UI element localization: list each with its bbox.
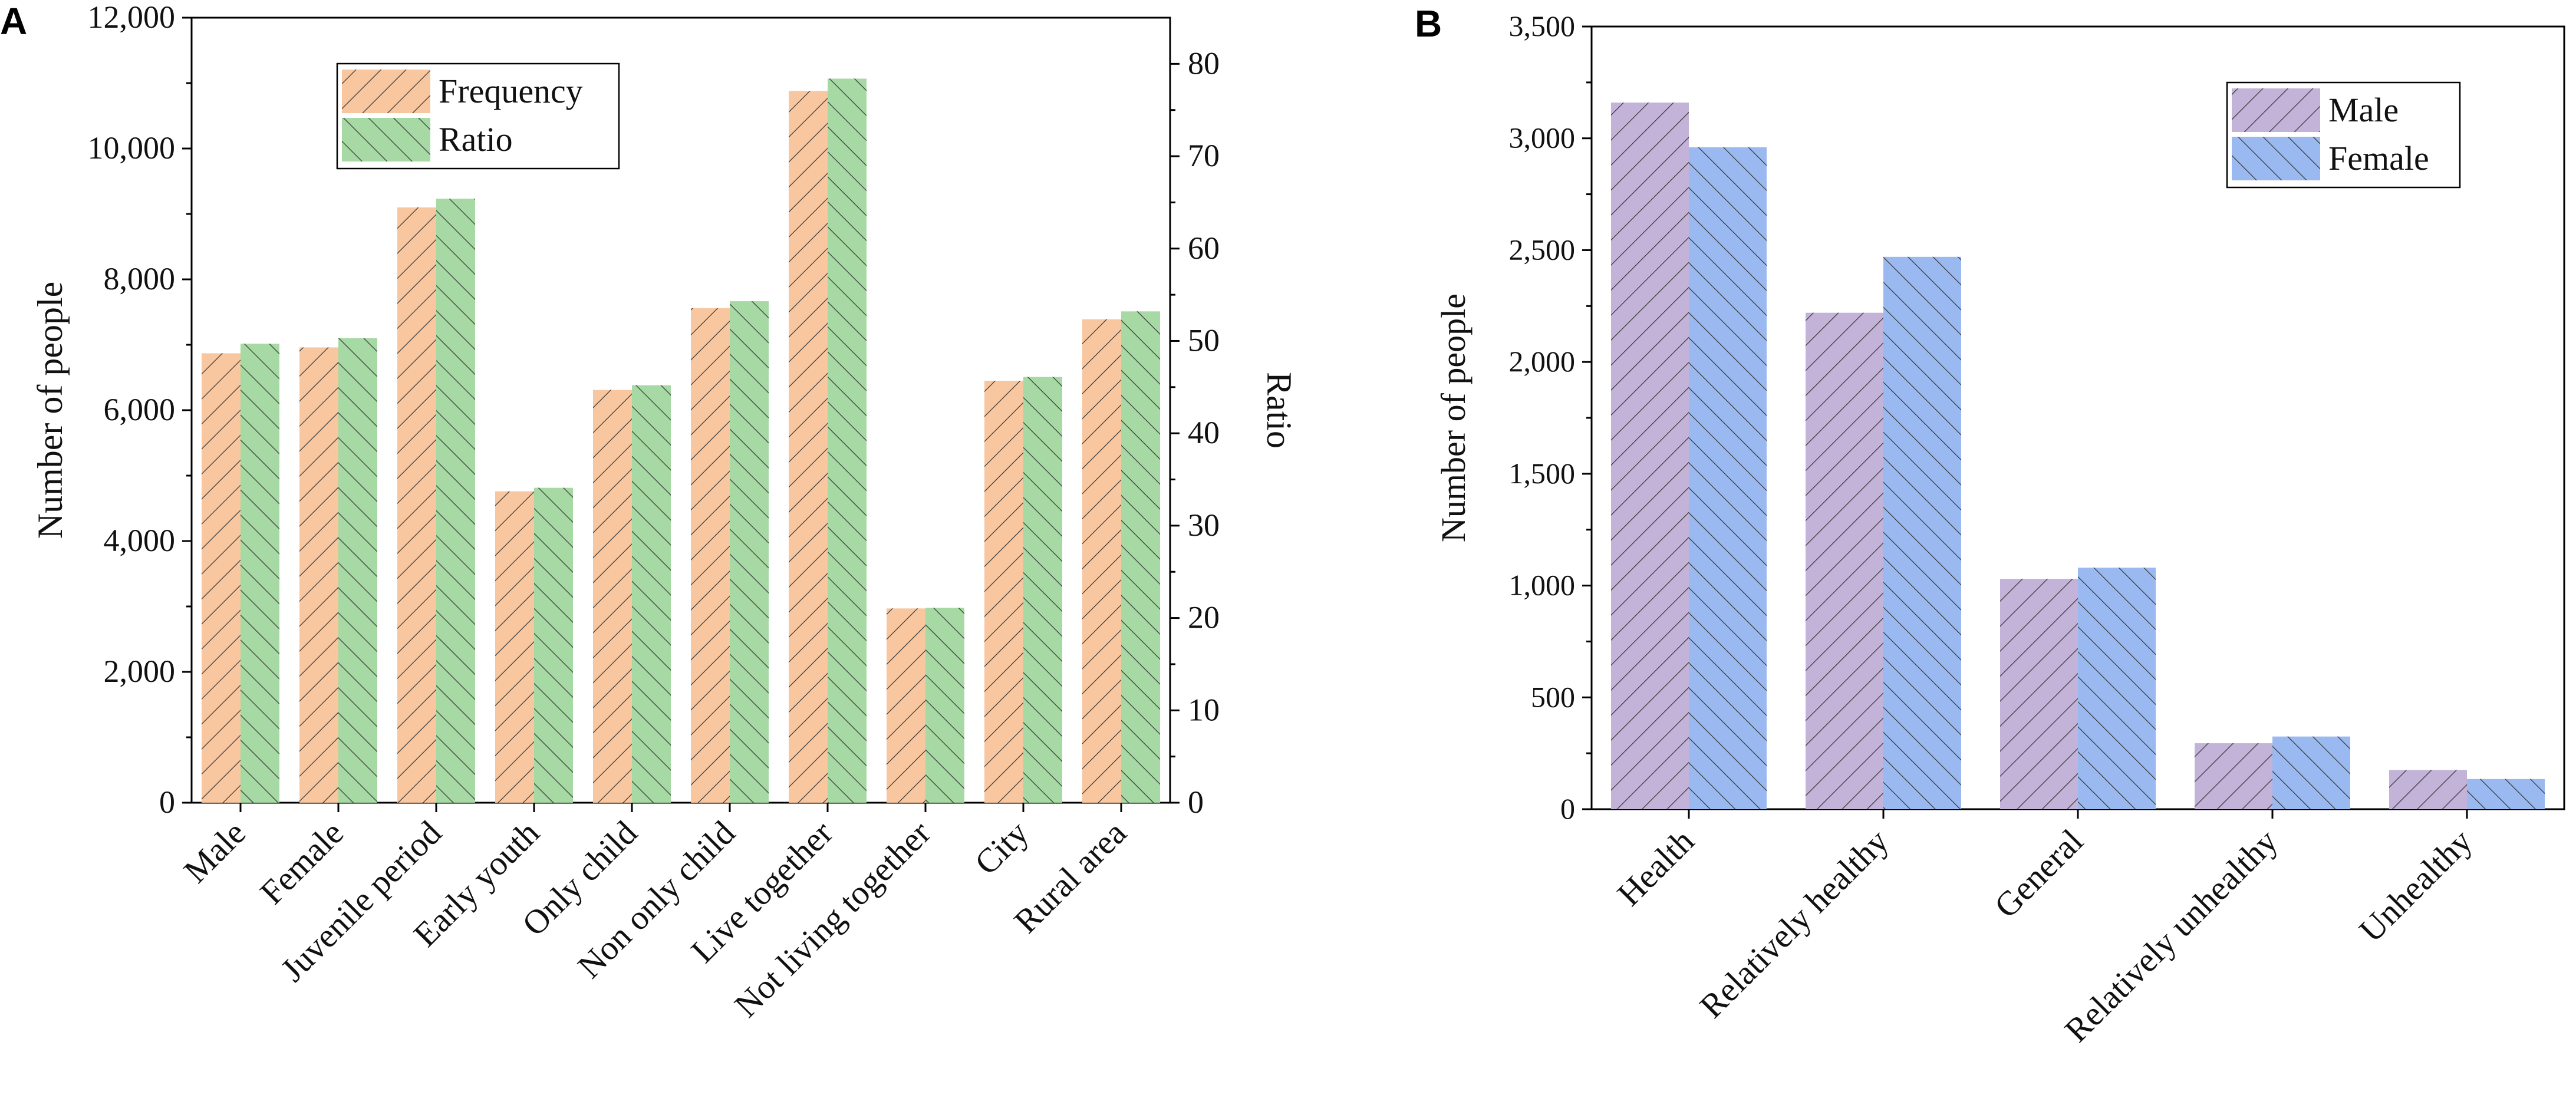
y2-tick-label: 0 [1188,784,1204,820]
bar-ratio-not-living-together-hatch [925,608,964,803]
y2-tick-label: 20 [1188,600,1220,635]
panel-b-letter: B [1415,2,1442,45]
x-tick-label: Male [176,813,253,890]
x-tick-label: Female [253,813,351,912]
y-tick-label: 2,000 [104,654,176,689]
panel-a-letter: A [0,0,27,42]
bar-ratio-rural-area-hatch [1121,311,1160,803]
x-tick-label: Relatively unhealthy [2057,822,2285,1050]
bar-ratio-only-child-hatch [632,385,671,803]
bar-female-health-hatch [1689,147,1767,809]
y-tick-label: 10,000 [88,130,176,166]
y-axis-title: Number of people [31,282,70,539]
bar-male-relatively-healthy-hatch [1806,313,1883,809]
y-tick-label: 8,000 [104,261,176,296]
bar-frequency-city-hatch [984,381,1023,803]
y-axis-title: Number of people [1434,294,1473,542]
y-tick-label: 1,500 [1509,457,1576,490]
y2-tick-label: 70 [1188,138,1220,173]
legend-swatch-hatch-male [2232,88,2320,132]
y-tick-label: 500 [1531,680,1575,713]
legend-swatch-hatch-female [2232,137,2320,180]
y-tick-label: 12,000 [88,0,176,35]
bar-ratio-non-only-child-hatch [730,301,769,803]
y2-axis-title: Ratio [1260,372,1299,449]
bar-frequency-live-together-hatch [789,91,828,803]
panel-b-chart: 0 500 1,000 1,500 2,000 2,500 3,000 3,500 Health… [1434,9,2564,1050]
figure-canvas: A 0 2,000 4,000 6,000 8,000 10,000 12,000 0 10 20… [0,0,2576,1108]
bar-male-unhealthy-hatch [2389,770,2467,809]
y-tick-label: 2,500 [1509,233,1576,266]
bar-frequency-rural-area-hatch [1082,319,1121,803]
bar-male-health-hatch [1611,103,1689,809]
legend-swatch-hatch-ratio [342,118,430,161]
legend-label-ratio: Ratio [439,120,513,159]
y-tick-label: 6,000 [104,392,176,427]
y2-tick-label: 10 [1188,692,1220,727]
bar-female-relatively-healthy-hatch [1883,257,1961,809]
y-tick-label: 0 [159,784,175,820]
x-tick-label: General [1987,822,2090,925]
y2-tick-label: 60 [1188,230,1220,266]
legend-label-frequency: Frequency [439,72,583,110]
bar-female-unhealthy-hatch [2467,779,2545,809]
bar-ratio-live-together-hatch [828,78,867,803]
legend-label-female: Female [2328,139,2429,177]
y-tick-label: 4,000 [104,523,176,558]
panel-a-chart: 0 2,000 4,000 6,000 8,000 10,000 12,000 0 10 20 30… [31,0,1299,1024]
bar-frequency-early-youth-hatch [495,492,534,803]
y2-tick-label: 30 [1188,507,1220,543]
x-tick-label: Unhealthy [2351,822,2479,949]
bar-female-relatively-unhealthy-hatch [2272,737,2350,809]
y2-tick-label: 50 [1188,322,1220,358]
y-tick-label: 1,000 [1509,569,1576,602]
bar-ratio-female-hatch [338,338,377,803]
y-tick-label: 3,500 [1509,9,1576,42]
bar-male-relatively-unhealthy-hatch [2195,743,2272,809]
bar-frequency-not-living-together-hatch [887,608,925,803]
y-tick-label: 2,000 [1509,345,1576,378]
legend-label-male: Male [2328,91,2399,129]
bar-male-general-hatch [2000,579,2078,809]
bar-frequency-only-child-hatch [593,390,632,803]
x-tick-label: Relatively healthy [1692,822,1896,1025]
y-tick-label: 3,000 [1509,121,1576,154]
y2-tick-label: 40 [1188,415,1220,450]
y2-tick-label: 80 [1188,45,1220,81]
x-tick-label: Health [1610,822,1701,913]
bar-frequency-female-hatch [299,347,338,803]
legend-swatch-hatch-frequency [342,70,430,113]
bar-female-general-hatch [2078,568,2156,809]
bar-frequency-non-only-child-hatch [691,308,730,803]
bar-frequency-male-hatch [202,353,241,803]
y-tick-label: 0 [1560,792,1575,825]
bar-ratio-city-hatch [1023,377,1062,803]
bar-ratio-early-youth-hatch [534,488,573,803]
bar-ratio-male-hatch [241,344,279,803]
bar-ratio-juvenile-period-hatch [436,199,475,803]
x-tick-label: City [967,813,1036,882]
bar-frequency-juvenile-period-hatch [397,207,436,803]
